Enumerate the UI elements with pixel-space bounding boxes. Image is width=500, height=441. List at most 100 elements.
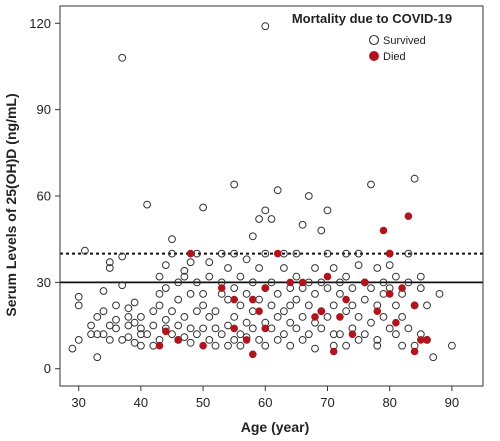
data-point-survived — [398, 313, 407, 321]
data-point-survived — [261, 341, 270, 350]
data-point-survived — [105, 264, 114, 272]
data-point-survived — [348, 284, 357, 293]
data-point-survived — [385, 324, 394, 333]
data-point-survived — [367, 180, 375, 189]
data-point-died — [155, 341, 164, 350]
data-point-survived — [323, 284, 332, 293]
data-point-survived — [130, 318, 139, 327]
data-point-survived — [379, 278, 388, 287]
data-point-survived — [373, 336, 382, 344]
data-point-survived — [224, 341, 232, 350]
data-point-survived — [161, 284, 170, 293]
data-point-survived — [137, 313, 145, 321]
data-point-survived — [180, 272, 189, 281]
data-point-died — [373, 307, 382, 316]
data-point-survived — [124, 313, 133, 321]
data-point-survived — [267, 301, 276, 310]
data-point-survived — [311, 264, 319, 272]
data-point-survived — [205, 272, 214, 281]
data-point-survived — [93, 313, 102, 321]
data-point-survived — [261, 206, 270, 215]
data-point-survived — [404, 324, 413, 333]
data-point-died — [286, 278, 295, 287]
x-tick-label: 90 — [445, 395, 459, 410]
data-point-died — [217, 284, 226, 292]
data-point-survived — [273, 313, 282, 321]
legend-title: Mortality due to COVID-19 — [292, 11, 452, 26]
data-point-survived — [230, 284, 239, 293]
data-point-survived — [137, 324, 145, 333]
data-point-survived — [329, 301, 338, 310]
data-point-survived — [367, 318, 375, 327]
data-point-survived — [292, 249, 301, 258]
data-point-survived — [273, 290, 282, 298]
data-point-survived — [99, 307, 108, 316]
data-point-died — [174, 336, 183, 344]
data-point-survived — [392, 301, 400, 310]
data-point-survived — [248, 324, 257, 333]
data-point-survived — [124, 304, 133, 313]
data-point-survived — [273, 186, 282, 195]
data-point-survived — [248, 232, 257, 241]
data-point-died — [273, 249, 282, 258]
data-point-survived — [336, 290, 344, 298]
data-point-survived — [242, 255, 251, 264]
x-tick-label: 40 — [134, 395, 148, 410]
data-point-survived — [230, 249, 239, 258]
data-point-survived — [174, 295, 183, 304]
data-point-survived — [105, 336, 114, 344]
data-point-survived — [161, 261, 170, 270]
data-point-died — [385, 290, 394, 298]
data-point-survived — [317, 226, 326, 235]
data-point-survived — [385, 261, 394, 270]
legend-marker-died — [369, 51, 379, 61]
data-point-survived — [354, 249, 363, 258]
y-axis-label: Serum Levels of 25(OH)D (ng/mL) — [3, 93, 19, 316]
y-tick-label: 90 — [37, 102, 51, 117]
data-point-survived — [74, 301, 83, 310]
data-point-survived — [81, 246, 89, 255]
data-point-survived — [93, 330, 102, 339]
data-point-died — [230, 295, 239, 304]
x-tick-label: 80 — [382, 395, 396, 410]
data-point-survived — [286, 301, 295, 310]
data-point-survived — [448, 341, 456, 350]
y-tick-label: 60 — [37, 189, 51, 204]
data-point-survived — [193, 278, 201, 287]
data-point-survived — [317, 278, 326, 287]
data-point-survived — [329, 330, 338, 339]
data-point-died — [398, 284, 406, 292]
data-point-survived — [112, 301, 120, 310]
data-point-died — [162, 327, 170, 336]
data-point-died — [242, 336, 251, 344]
data-point-survived — [74, 336, 83, 344]
data-point-died — [329, 347, 338, 356]
data-point-survived — [404, 278, 413, 287]
data-point-survived — [292, 324, 301, 333]
data-point-survived — [311, 344, 319, 353]
data-point-survived — [180, 333, 189, 342]
data-point-survived — [186, 338, 195, 347]
data-point-survived — [304, 192, 313, 200]
data-point-died — [261, 284, 270, 292]
data-point-survived — [105, 321, 114, 330]
legend-label-survived: Survived — [383, 35, 426, 47]
data-point-survived — [137, 330, 145, 339]
x-axis-ticks: 30 40 50 60 70 80 90 — [71, 386, 459, 410]
data-point-survived — [118, 336, 127, 344]
data-point-survived — [261, 249, 270, 258]
data-point-survived — [392, 330, 400, 339]
data-point-survived — [286, 318, 295, 327]
data-point-survived — [423, 301, 431, 310]
data-point-died — [385, 249, 394, 258]
y-tick-label: 0 — [44, 361, 51, 376]
data-point-survived — [217, 249, 226, 258]
data-point-survived — [168, 307, 176, 316]
data-point-survived — [298, 220, 307, 229]
data-point-survived — [217, 330, 226, 339]
data-point-survived — [87, 321, 95, 330]
data-point-survived — [360, 295, 369, 304]
data-point-survived — [230, 313, 239, 321]
